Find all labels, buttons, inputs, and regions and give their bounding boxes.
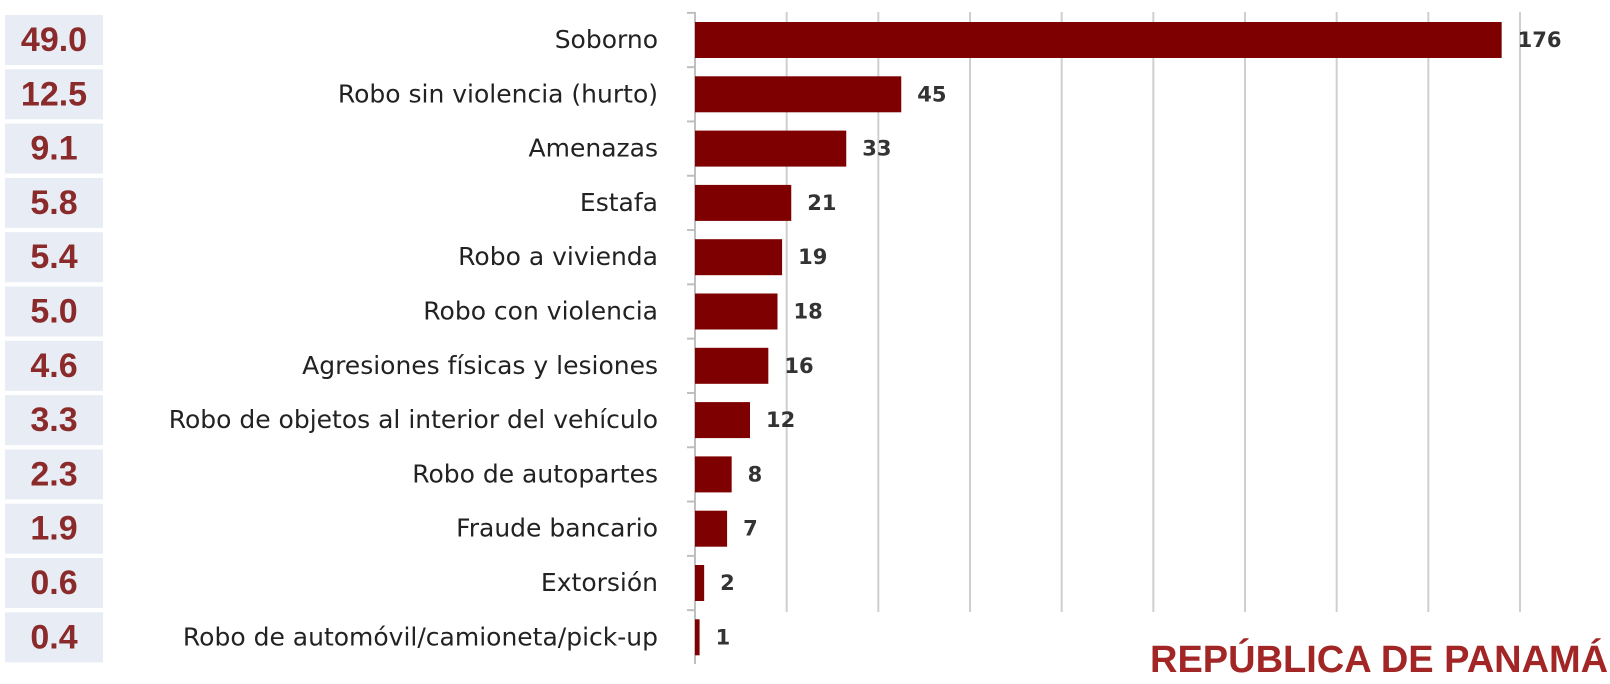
y-tick-label: Soborno	[555, 25, 658, 54]
y-tick-label: Robo a vivienda	[458, 242, 658, 271]
y-tick-label: Robo con violencia	[423, 297, 658, 326]
value-label: 21	[807, 191, 836, 215]
y-tick-label: Extorsión	[541, 568, 658, 597]
share-label: 5.0	[30, 292, 77, 330]
value-label: 2	[720, 571, 735, 595]
value-label: 18	[794, 300, 823, 324]
y-tick-label: Agresiones físicas y lesiones	[302, 351, 658, 380]
value-label: 8	[748, 462, 763, 486]
share-box	[5, 449, 103, 500]
share-label: 0.6	[30, 564, 77, 602]
bar	[695, 293, 778, 330]
share-box	[5, 395, 103, 446]
value-label: 12	[766, 408, 795, 432]
share-label: 4.6	[30, 347, 77, 385]
share-box	[5, 503, 103, 554]
value-label: 33	[862, 137, 891, 161]
bar	[695, 22, 1502, 58]
share-label: 5.4	[30, 238, 77, 276]
bar	[695, 347, 769, 384]
bar	[695, 510, 728, 547]
share-box	[5, 69, 103, 120]
share-label: 49.0	[21, 21, 87, 59]
bar	[695, 239, 783, 276]
bar	[695, 565, 705, 601]
y-tick-label: Robo de objetos al interior del vehículo	[169, 405, 658, 434]
y-tick-label: Robo sin violencia (hurto)	[338, 79, 658, 108]
value-label: 1	[716, 625, 731, 649]
share-box	[5, 15, 103, 65]
share-label: 3.3	[30, 401, 77, 439]
share-box	[5, 340, 103, 391]
share-label: 12.5	[21, 75, 87, 113]
y-tick-label: Robo de autopartes	[412, 459, 658, 488]
bar	[695, 76, 902, 113]
share-box	[5, 558, 103, 608]
bar	[695, 130, 847, 167]
y-tick-label: Robo de automóvil/camioneta/pick-up	[183, 622, 658, 651]
share-label: 1.9	[30, 510, 77, 548]
share-box	[5, 612, 103, 663]
value-label: 45	[917, 82, 946, 106]
share-label: 2.3	[30, 455, 77, 493]
footer: REPÚBLICA DE PANAMÁ	[1150, 637, 1608, 681]
y-tick-label: Amenazas	[529, 134, 658, 163]
share-label: 5.8	[30, 184, 77, 222]
value-label: 176	[1518, 28, 1562, 52]
value-label: 16	[784, 354, 813, 378]
share-label: 0.4	[30, 618, 77, 656]
y-tick-label: Estafa	[580, 188, 658, 217]
bar	[695, 619, 700, 656]
value-label: 19	[798, 245, 827, 269]
share-box	[5, 232, 103, 283]
bar	[695, 184, 792, 221]
share-label: 9.1	[30, 130, 77, 168]
value-label: 7	[743, 517, 758, 541]
bar	[695, 402, 750, 439]
y-tick-label: Fraude bancario	[456, 514, 658, 543]
bar	[695, 456, 732, 493]
share-box	[5, 177, 103, 228]
share-box	[5, 123, 103, 174]
share-box	[5, 286, 103, 337]
